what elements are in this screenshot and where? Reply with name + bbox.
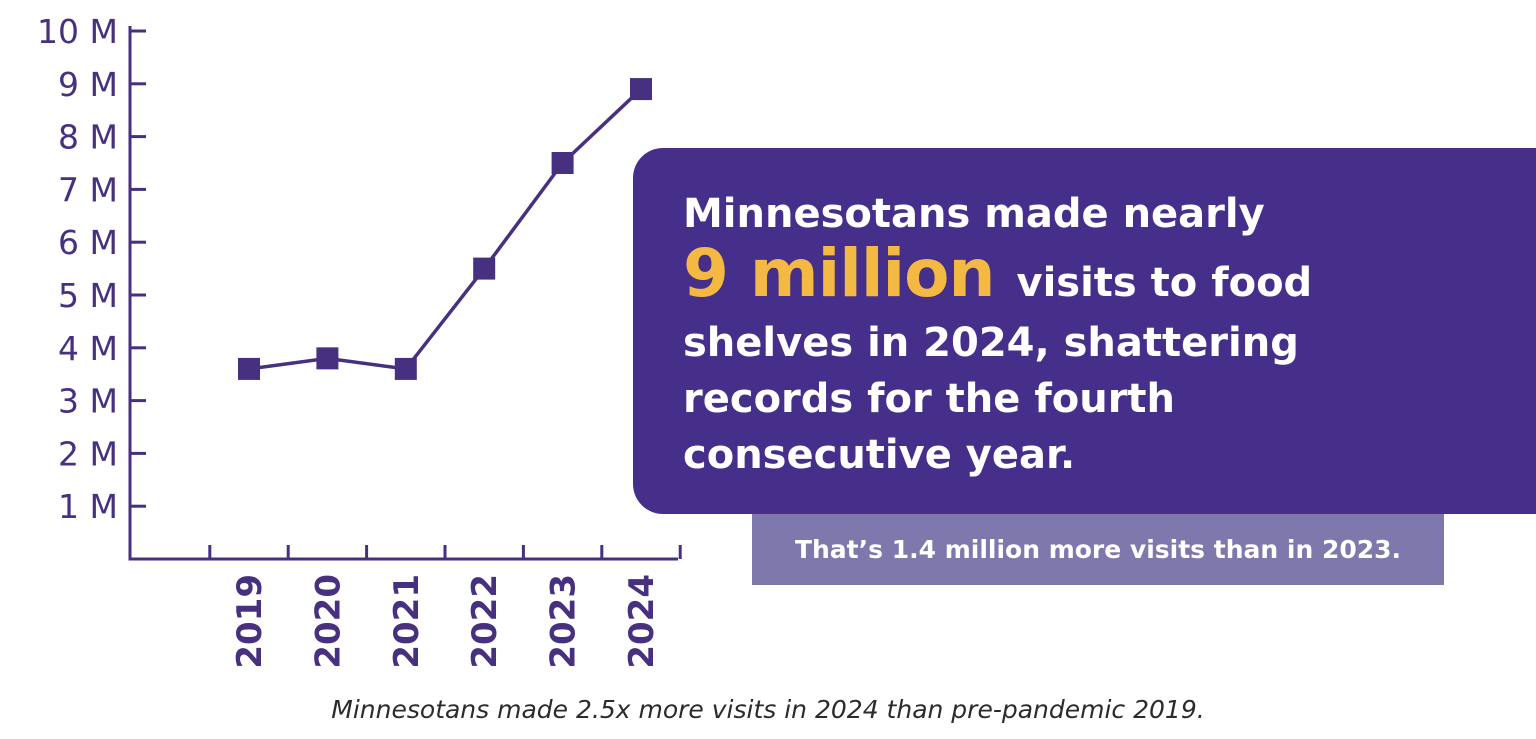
x-tick-label-2022: 2022: [465, 574, 505, 669]
y-tick-label-3: 3 M: [58, 382, 118, 421]
callout-line-2: 9 million visits to food: [683, 235, 1536, 315]
data-point-2023: [551, 152, 574, 174]
callout-highlight: 9 million: [683, 235, 995, 312]
data-point-2020: [316, 347, 339, 370]
callout-line-5: consecutive year.: [683, 432, 1076, 478]
y-tick-label-8: 8 M: [58, 118, 118, 157]
line-chart: 1 M 2 M 3 M 4 M 5 M 6 M 7 M 8 M 9 M 10 M 2019 2020 2…: [37, 12, 682, 669]
subcallout-text: That’s 1.4 million more visits than in 2…: [794, 535, 1402, 564]
callout-line-4: records for the fourth: [683, 376, 1176, 422]
data-point-2021: [394, 357, 417, 380]
y-tick-label-4: 4 M: [58, 329, 118, 368]
data-point-2022: [473, 257, 496, 280]
callout-line-1: Minnesotans made nearly: [683, 191, 1265, 237]
callout-line-2-rest: visits to food: [1016, 260, 1313, 306]
data-point-2019: [238, 357, 260, 380]
x-tick-label-2020: 2020: [308, 574, 348, 669]
y-tick-label-9: 9 M: [58, 65, 118, 104]
x-tick-label-2023: 2023: [544, 574, 584, 669]
y-tick-label-1: 1 M: [58, 487, 118, 526]
y-tick-label-10: 10 M: [37, 12, 118, 51]
data-point-2024: [630, 78, 652, 101]
footnote: Minnesotans made 2.5x more visits in 202…: [331, 695, 1205, 724]
subcallout-box: That’s 1.4 million more visits than in 2…: [752, 514, 1444, 585]
y-tick-label-7: 7 M: [58, 170, 118, 209]
x-tick-label-2019: 2019: [230, 574, 270, 669]
y-tick-label-2: 2 M: [58, 434, 118, 473]
y-tick-label-5: 5 M: [58, 276, 118, 315]
callout-line-3: shelves in 2024, shattering: [683, 320, 1299, 366]
x-tick-label-2024: 2024: [622, 574, 662, 669]
headline-callout: Minnesotans made nearly 9 million visits…: [633, 148, 1536, 514]
y-tick-label-6: 6 M: [58, 223, 118, 262]
x-tick-label-2021: 2021: [387, 574, 427, 669]
series-line-0: [248, 87, 643, 371]
